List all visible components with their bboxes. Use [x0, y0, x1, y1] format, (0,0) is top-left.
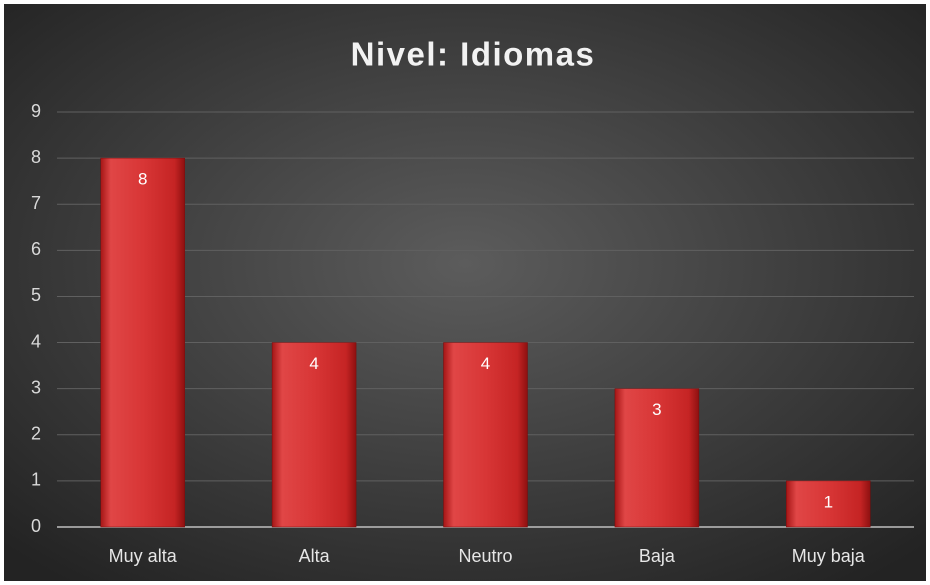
y-tick-label: 5 — [31, 285, 41, 305]
y-tick-label: 8 — [31, 147, 41, 167]
data-label: 1 — [824, 492, 833, 511]
data-label: 4 — [481, 354, 490, 373]
y-tick-label: 1 — [31, 470, 41, 490]
bar — [100, 157, 185, 528]
x-tick-label: Baja — [639, 546, 676, 566]
y-tick-label: 4 — [31, 331, 41, 351]
y-tick-label: 7 — [31, 193, 41, 213]
data-label: 3 — [652, 400, 661, 419]
x-tick-label: Neutro — [458, 546, 512, 566]
y-tick-label: 3 — [31, 377, 41, 397]
x-tick-label: Muy alta — [109, 546, 178, 566]
bar — [443, 342, 528, 528]
y-tick-label: 0 — [31, 516, 41, 536]
x-tick-label: Alta — [299, 546, 331, 566]
bar — [271, 342, 357, 528]
data-label: 4 — [309, 354, 318, 373]
x-tick-label: Muy baja — [792, 546, 866, 566]
data-label: 8 — [138, 170, 147, 189]
y-tick-label: 2 — [31, 424, 41, 444]
bar — [614, 388, 700, 528]
y-tick-label: 6 — [31, 239, 41, 259]
y-tick-label: 9 — [31, 101, 41, 121]
chart-title: Nivel: Idiomas — [351, 36, 596, 73]
bar — [786, 480, 871, 528]
